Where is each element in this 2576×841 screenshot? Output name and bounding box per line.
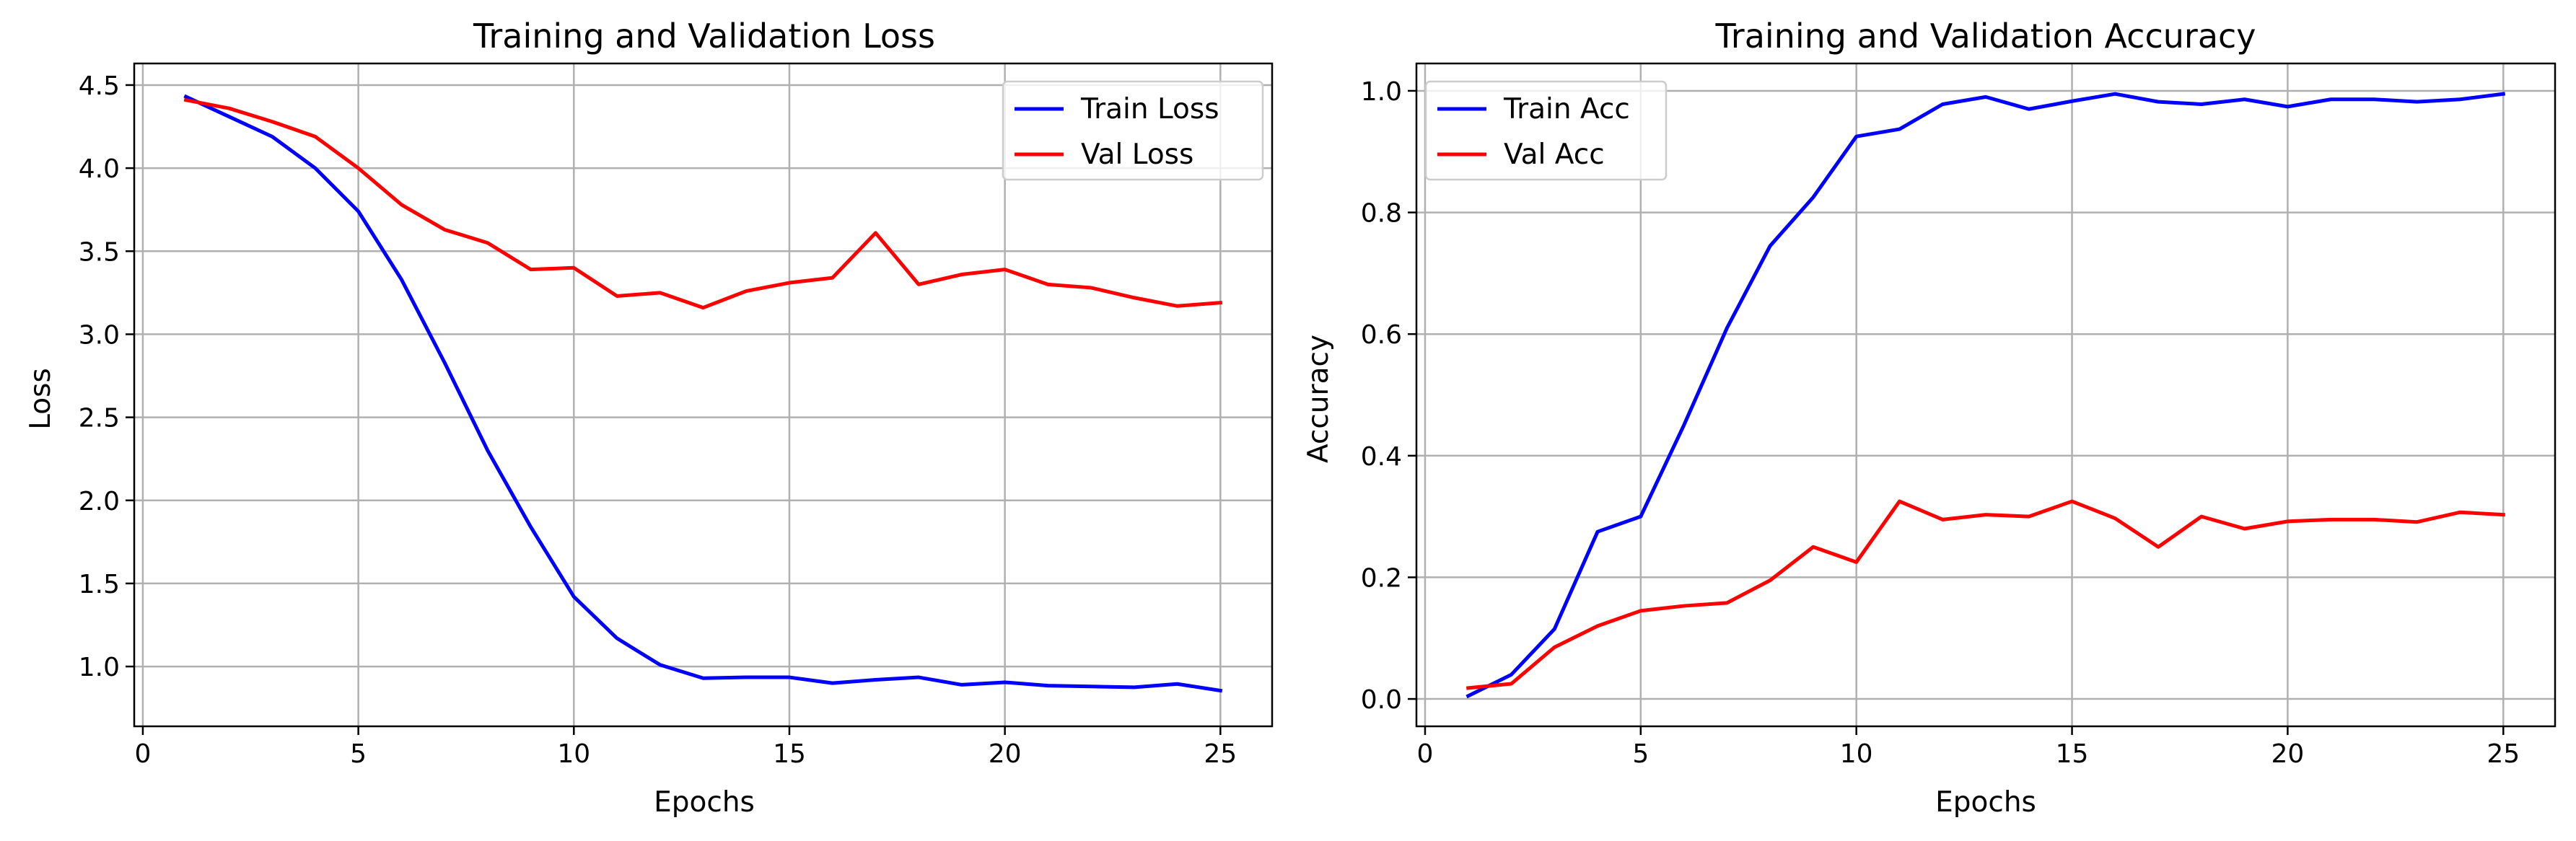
loss-chart: Training and Validation Loss Epochs Loss… bbox=[25, 17, 1274, 819]
accuracy-x-tick-label: 5 bbox=[1632, 739, 1649, 769]
loss-chart-title: Training and Validation Loss bbox=[473, 17, 935, 56]
accuracy-x-tick-label: 0 bbox=[1417, 739, 1434, 769]
accuracy-series-train-acc bbox=[1466, 92, 2506, 699]
accuracy-legend-label-val-acc: Val Acc bbox=[1504, 138, 1605, 171]
accuracy-legend: Train Acc Val Acc bbox=[1424, 80, 1668, 181]
accuracy-chart-xlabel: Epochs bbox=[1935, 786, 2036, 819]
accuracy-x-tick-label: 20 bbox=[2271, 739, 2305, 769]
loss-y-tick-label: 4.0 bbox=[79, 154, 120, 184]
accuracy-y-tick-label: 0.2 bbox=[1361, 563, 1402, 593]
accuracy-chart-title: Training and Validation Accuracy bbox=[1714, 17, 2256, 56]
loss-y-tick-label: 2.0 bbox=[79, 487, 120, 516]
accuracy-y-tick-label: 0.8 bbox=[1361, 199, 1402, 229]
loss-y-tick-label: 3.0 bbox=[79, 320, 120, 350]
accuracy-x-tick-label: 15 bbox=[2056, 739, 2089, 769]
loss-y-tick-label: 1.0 bbox=[79, 653, 120, 682]
accuracy-y-tick-label: 1.0 bbox=[1361, 77, 1402, 107]
accuracy-plot-frame bbox=[1415, 62, 2557, 728]
accuracy-y-tick-label: 0.4 bbox=[1361, 442, 1402, 472]
loss-series-train-loss bbox=[183, 94, 1223, 693]
loss-y-tick-label: 2.5 bbox=[79, 404, 120, 433]
loss-legend-box bbox=[1002, 80, 1264, 181]
loss-x-tick-label: 0 bbox=[134, 739, 151, 769]
loss-chart-ylabel: Loss bbox=[25, 368, 57, 430]
loss-series-val-loss bbox=[183, 97, 1223, 310]
loss-y-tick-label: 3.5 bbox=[79, 237, 120, 267]
loss-x-tick-label: 10 bbox=[557, 739, 590, 769]
loss-x-tick-label: 20 bbox=[989, 739, 1022, 769]
accuracy-legend-label-train-acc: Train Acc bbox=[1503, 93, 1630, 126]
accuracy-y-tick-label: 0.6 bbox=[1361, 320, 1402, 350]
accuracy-x-tick-label: 10 bbox=[1840, 739, 1873, 769]
loss-x-tick-label: 15 bbox=[773, 739, 806, 769]
loss-x-tick-label: 25 bbox=[1204, 739, 1237, 769]
loss-legend-label-val-loss: Val Loss bbox=[1081, 138, 1193, 171]
accuracy-series-val-acc bbox=[1466, 499, 2505, 690]
accuracy-chart: Training and Validation Accuracy Epochs … bbox=[1302, 17, 2557, 819]
loss-y-tick-label: 4.5 bbox=[79, 71, 120, 101]
accuracy-x-tick-label: 25 bbox=[2487, 739, 2520, 769]
loss-legend: Train Loss Val Loss bbox=[1002, 80, 1264, 181]
loss-legend-label-train-loss: Train Loss bbox=[1080, 93, 1219, 126]
loss-x-tick-label: 5 bbox=[350, 739, 367, 769]
accuracy-chart-ylabel: Accuracy bbox=[1302, 335, 1335, 463]
loss-chart-xlabel: Epochs bbox=[654, 786, 755, 819]
accuracy-y-tick-label: 0.0 bbox=[1361, 685, 1402, 715]
loss-y-tick-label: 1.5 bbox=[79, 570, 120, 599]
loss-plot-frame bbox=[133, 62, 1274, 728]
